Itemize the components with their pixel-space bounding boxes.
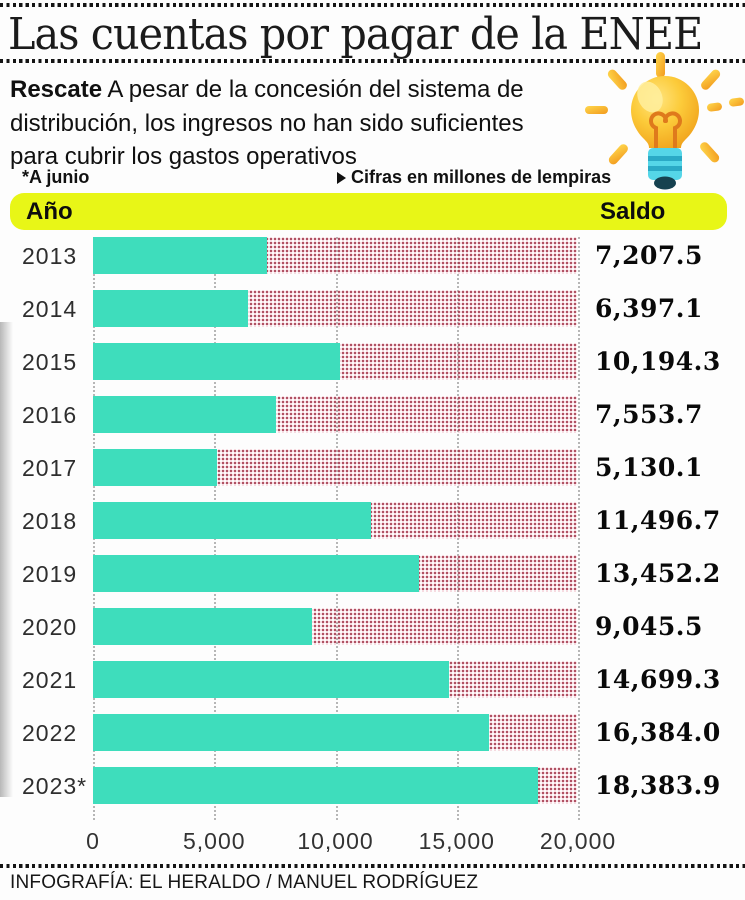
lightbulb-highlight: [637, 81, 663, 113]
row-value-label: 7,553.7: [595, 400, 703, 429]
row-value-label: 11,496.7: [595, 506, 721, 535]
column-header-saldo: Saldo: [600, 198, 666, 225]
lightbulb-icon: [585, 52, 744, 190]
row-remainder-track: [93, 343, 577, 380]
row-bar: [93, 555, 419, 592]
row-value-label: 14,699.3: [595, 665, 721, 694]
x-axis-tick: 20,000: [539, 828, 617, 854]
row-year-label: 2013: [22, 243, 78, 269]
row-remainder-track: [93, 714, 577, 751]
row-remainder-track: [93, 555, 577, 592]
row-year-label: 2019: [22, 561, 78, 587]
row-bar: [93, 343, 340, 380]
row-bar: [93, 290, 248, 327]
row-year-label: 2015: [22, 349, 78, 375]
row-value-label: 18,383.9: [595, 771, 721, 800]
row-year-label: 2022: [22, 720, 78, 746]
chart-rows: 2013 7,207.5 2014 6,397.1 2015 10,194.3 …: [0, 237, 745, 820]
row-year-label: 2023*: [22, 773, 88, 799]
lead-kicker: Rescate: [10, 76, 103, 103]
chart-row: 2015 10,194.3: [0, 343, 745, 396]
row-year-label: 2018: [22, 508, 78, 534]
bottom-dotted-rule: [0, 864, 745, 868]
row-value-label: 7,207.5: [595, 241, 703, 270]
x-axis-tick: 5,000: [182, 828, 246, 854]
row-value-label: 13,452.2: [595, 559, 721, 588]
chart-row: 2017 5,130.1: [0, 449, 745, 502]
page-title: Las cuentas por pagar de la ENEE: [8, 9, 703, 60]
column-header-year: Año: [26, 198, 73, 225]
chart-row: 2018 11,496.7: [0, 502, 745, 555]
note-units: Cifras en millones de lempiras: [337, 167, 611, 188]
chart-row: 2021 14,699.3: [0, 661, 745, 714]
row-value-label: 10,194.3: [595, 347, 721, 376]
row-bar: [93, 237, 268, 274]
row-year-label: 2014: [22, 296, 78, 322]
row-bar: [93, 714, 490, 751]
x-axis-tick: 0: [86, 828, 100, 854]
row-year-label: 2021: [22, 667, 78, 693]
row-bar: [93, 502, 372, 539]
chart-row: 2016 7,553.7: [0, 396, 745, 449]
credit-line: INFOGRAFÍA: EL HERALDO / MANUEL RODRÍGUE…: [10, 872, 479, 893]
row-value-label: 16,384.0: [595, 718, 721, 747]
top-dotted-rule: [0, 3, 745, 7]
row-value-label: 9,045.5: [595, 612, 703, 641]
lead-paragraph: Rescate A pesar de la concesión del sist…: [10, 73, 630, 174]
chart-row: 2014 6,397.1: [0, 290, 745, 343]
x-axis: 0 5,000 10,000 15,000 20,000: [86, 828, 615, 864]
lead-line-2: distribución, los ingresos no han sido s…: [10, 109, 524, 137]
row-year-label: 2017: [22, 455, 78, 481]
row-bar: [93, 396, 276, 433]
lead-line-1: A pesar de la concesión del sistema de: [107, 76, 524, 103]
lightbulb-base: [648, 148, 682, 190]
note-units-label: Cifras en millones de lempiras: [351, 167, 612, 187]
row-remainder-track: [93, 767, 577, 804]
x-axis-tick: 10,000: [297, 828, 374, 854]
row-remainder-track: [93, 661, 577, 698]
bar-chart: 2013 7,207.5 2014 6,397.1 2015 10,194.3 …: [0, 237, 745, 860]
row-bar: [93, 661, 449, 698]
row-remainder-track: [93, 502, 577, 539]
row-remainder-track: [93, 608, 577, 645]
lead-line-3: para cubrir los gastos operativos: [10, 143, 357, 170]
row-year-label: 2016: [22, 402, 78, 428]
chart-row: 2022 16,384.0: [0, 714, 745, 767]
title-dotted-rule: [0, 59, 745, 63]
right-triangle-icon: [337, 171, 346, 184]
row-value-label: 6,397.1: [595, 294, 703, 323]
row-year-label: 2020: [22, 614, 78, 640]
x-axis-tick: 15,000: [418, 828, 495, 854]
row-bar: [93, 449, 218, 486]
lightbulb-filament: [649, 111, 682, 149]
row-bar: [93, 608, 312, 645]
row-remainder-track: [93, 449, 577, 486]
note-as-of-june: *A junio: [22, 167, 90, 187]
table-header-bar: Año Saldo: [10, 193, 727, 230]
row-remainder-track: [93, 396, 577, 433]
row-remainder-track: [93, 290, 577, 327]
chart-row: 2019 13,452.2: [0, 555, 745, 608]
row-remainder-track: [93, 237, 577, 274]
chart-row: 2013 7,207.5: [0, 237, 745, 290]
chart-row: 2023* 18,383.9: [0, 767, 745, 820]
row-value-label: 5,130.1: [595, 453, 703, 482]
lightbulb-rays: [585, 52, 744, 165]
row-bar: [93, 767, 538, 804]
chart-row: 2020 9,045.5: [0, 608, 745, 661]
